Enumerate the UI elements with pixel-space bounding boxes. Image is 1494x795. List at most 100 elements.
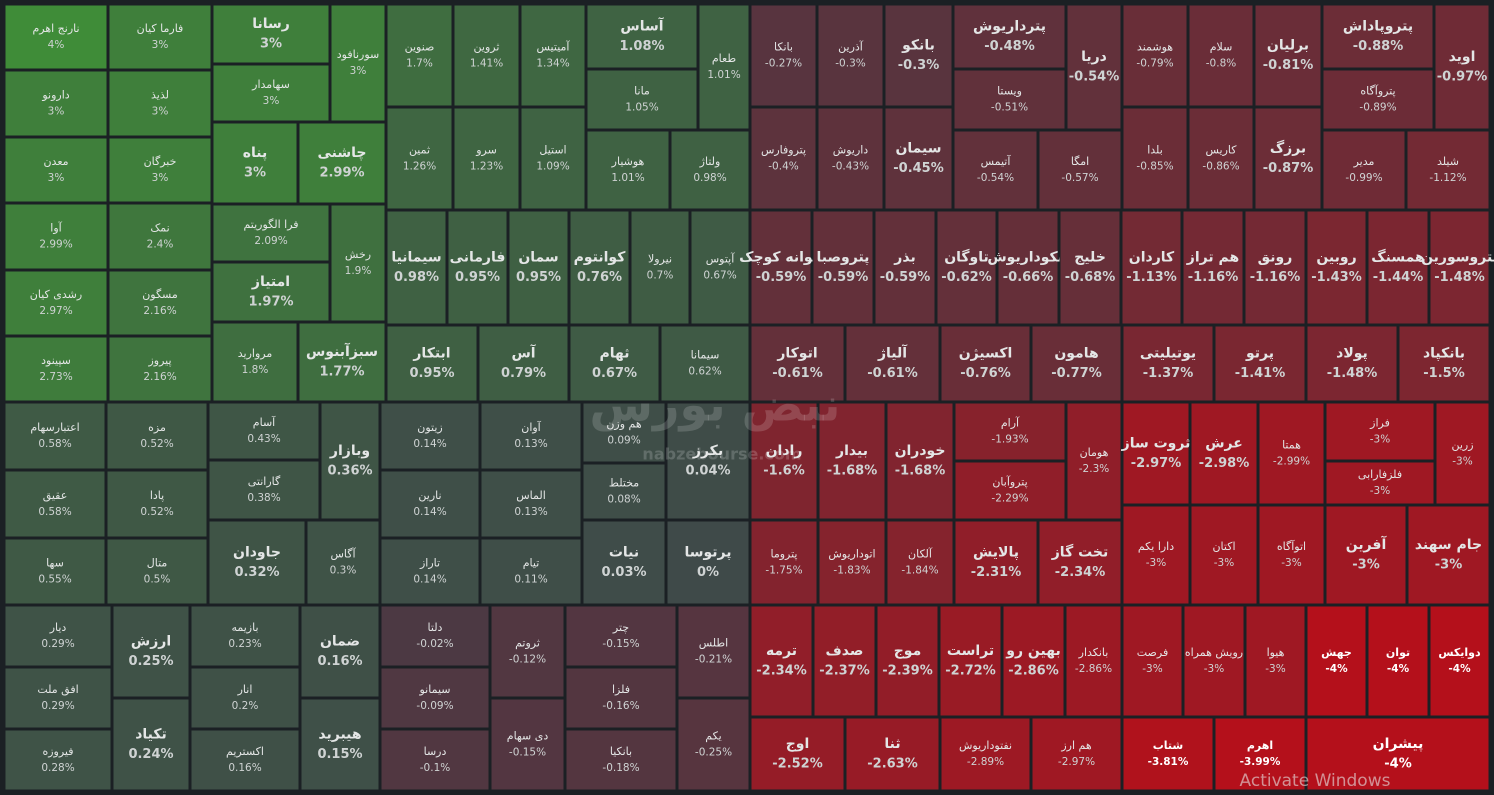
cell-name: شیلد <box>1437 155 1459 168</box>
cell: سیمانا 0.62% <box>660 325 750 402</box>
cell-name: امگا <box>1071 155 1089 168</box>
cell-value: 0.62% <box>688 366 721 378</box>
cell-name: سورنافود <box>337 48 379 61</box>
cell-value: 1.7% <box>406 58 433 70</box>
cell: درسا -0.1% <box>380 729 490 791</box>
cell-rect <box>953 69 1066 130</box>
cell: امتیاز 1.97% <box>212 262 330 322</box>
cell-name: یوتیلیتی <box>1140 346 1196 362</box>
cell-value: -4% <box>1387 663 1410 675</box>
cell-name: رویش همراه <box>1185 646 1243 659</box>
cell: سپینود 2.73% <box>4 336 108 402</box>
cell-name: بانکا <box>774 41 793 54</box>
cell-rect <box>4 4 108 70</box>
cell: هوشمند -0.79% <box>1122 4 1188 107</box>
cell-name: برزگ <box>1270 140 1306 157</box>
cell-rect <box>1306 605 1367 717</box>
cell: رسانا 3% <box>212 4 330 64</box>
cell: طعام 1.01% <box>698 4 750 130</box>
cell-name: بذر <box>893 250 915 266</box>
cell: لذیذ 3% <box>108 70 212 137</box>
cell-name: نارین <box>418 489 441 502</box>
cell-name: فلزفارابی <box>1358 468 1402 481</box>
cell-rect <box>386 4 453 107</box>
cell-rect <box>1122 505 1190 605</box>
cell-rect <box>1188 4 1254 107</box>
cell-rect <box>812 210 874 325</box>
cell-rect <box>453 4 520 107</box>
cell: هامون -0.77% <box>1031 325 1122 402</box>
cell: نفتوداریوش -2.89% <box>940 717 1031 791</box>
cell-name: موج <box>894 643 922 659</box>
cell-rect <box>750 520 818 605</box>
cell: خلیج -0.68% <box>1059 210 1121 325</box>
cell-value: -0.62% <box>941 270 992 285</box>
cell-value: 0.76% <box>577 270 622 285</box>
cell: متال 0.5% <box>106 538 208 605</box>
cell-value: -2.3% <box>1079 463 1109 475</box>
cell-rect <box>298 322 386 402</box>
cell-name: سها <box>46 557 64 570</box>
cell: بکرز 0.04% <box>666 402 750 520</box>
cell-name: سیمانا <box>691 349 720 362</box>
cell-rect <box>190 605 300 667</box>
cell-name: مزه <box>148 421 166 434</box>
cell: فارمانی 0.95% <box>447 210 508 325</box>
cell: صنوین 1.7% <box>386 4 453 107</box>
cell: هم ارز -2.97% <box>1031 717 1122 791</box>
cell-value: 0.08% <box>607 494 640 506</box>
cell-rect <box>380 402 480 470</box>
cell-value: 0.95% <box>455 270 500 285</box>
cell: بانکیا -0.18% <box>565 729 677 791</box>
cell-name: آوا <box>50 221 62 235</box>
cell-rect <box>750 4 817 107</box>
cell-name: آرام <box>1001 416 1020 430</box>
cell-value: -1.41% <box>1235 366 1286 381</box>
cell-value: 0.13% <box>514 438 547 450</box>
cell: ثروتم -0.12% <box>490 605 565 698</box>
cell-value: 1.05% <box>625 102 658 114</box>
cell-rect <box>1122 4 1188 107</box>
cell-rect <box>1435 402 1490 505</box>
cell-rect <box>1254 107 1322 210</box>
cell-value: -0.76% <box>960 366 1011 381</box>
cell-name: عقیق <box>43 489 68 503</box>
cell: سیمانیا 0.98% <box>386 210 447 325</box>
cell-value: -0.61% <box>772 366 823 381</box>
cell-rect <box>1258 505 1325 605</box>
cell-rect <box>677 605 750 698</box>
cell-rect <box>1322 4 1434 69</box>
cell-value: 3% <box>260 37 282 52</box>
cell: ولتاژ 0.98% <box>670 130 750 210</box>
cell-name: پتروآبان <box>992 475 1027 489</box>
cell-value: -3% <box>1214 557 1234 569</box>
cell: پتروآگاه -0.89% <box>1322 69 1434 130</box>
cell-rect <box>212 4 330 64</box>
cell: بانکا -0.27% <box>750 4 817 107</box>
cell-value: -4% <box>1384 757 1411 772</box>
cell-value: 1.8% <box>242 364 269 376</box>
cell-rect <box>569 325 660 402</box>
cell: دوایکس -4% <box>1429 605 1490 717</box>
cell-rect <box>954 461 1066 520</box>
cell-rect <box>208 460 320 520</box>
cell-rect <box>108 270 212 336</box>
cell-value: 0.67% <box>703 270 736 282</box>
cell-value: 0.28% <box>41 762 74 774</box>
cell-rect <box>876 605 939 717</box>
cell-value: -0.3% <box>898 58 939 73</box>
cell-name: دوایکس <box>1438 646 1481 659</box>
cell: اطلس -0.21% <box>677 605 750 698</box>
cell-value: -2.89% <box>967 756 1004 768</box>
cell: شتاب -3.81% <box>1122 717 1214 791</box>
cell: آوان 0.13% <box>480 402 582 470</box>
cell-value: -3% <box>1146 557 1166 569</box>
cell-name: دی سهام <box>507 730 549 743</box>
cell-value: 1.9% <box>345 265 372 277</box>
cell-name: فیروزه <box>42 745 73 758</box>
cell: پرتوسا 0% <box>666 520 750 605</box>
cell-rect <box>4 605 112 667</box>
cell-value: 0.24% <box>128 747 173 762</box>
cell: تاراز 0.14% <box>380 538 480 605</box>
cell-value: 4% <box>48 39 65 51</box>
